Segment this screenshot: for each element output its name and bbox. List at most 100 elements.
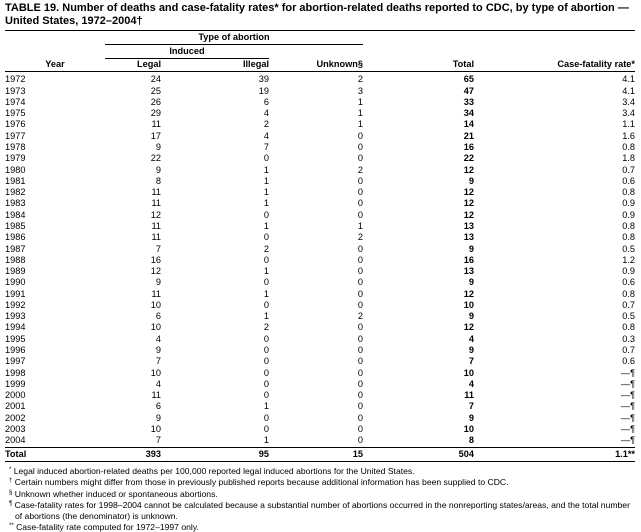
table-row: 1995 4 0 0 4 0.3 [5,334,635,345]
value-cell: 0.8 [622,322,635,333]
table-row: 1980 9 1 2 12 0.7 [5,165,635,176]
value-cell: 12 [463,209,474,220]
value-cell: 10 [150,424,161,434]
value-cell: 1 [263,435,269,446]
value-cell: 0 [357,209,363,220]
year-cell: 1990 [5,277,26,288]
table-title: TABLE 19. Number of deaths and case-fata… [5,2,629,27]
table-row: 1996 9 0 0 9 0.7 [5,345,635,356]
value-cell: 13 [463,232,474,243]
value-cell: 0 [357,198,363,209]
footnote-text: Case-fatality rates for 1998–2004 cannot… [14,500,630,521]
value-cell: 0 [357,243,363,254]
total-cell: Total [5,446,105,462]
value-cell: 0.9 [622,266,635,277]
year-cell: 1998 [5,367,26,378]
value-cell: 22 [463,153,474,164]
total-cell: 393 [105,446,161,462]
data-table: Type of abortion Induced Year Legal Illega… [5,30,635,462]
value-cell: 12 [463,198,474,209]
column-header: Legal [105,58,161,73]
value-cell: 0 [263,378,269,389]
value-cell: 11 [151,119,161,130]
value-cell: 1 [263,288,269,299]
value-cell: 0 [263,367,269,378]
table-row: 1988 16 0 0 16 1.2 [5,255,635,266]
footnote: ¶ Case-fatality rates for 1998–2004 cann… [5,499,635,521]
value-cell: 29 [150,108,161,119]
column-header: Illegal [161,58,269,73]
value-cell: 6 [263,96,269,107]
value-cell: 8 [155,175,161,186]
value-cell: 22 [150,153,161,164]
table-row: 1998 10 0 0 10 —¶ [5,368,635,379]
value-cell: 0.8 [622,232,635,243]
table-row: 1979 22 0 0 22 1.8 [5,153,635,164]
value-cell: 0 [357,367,363,378]
table-row: 1993 6 1 2 9 0.5 [5,311,635,322]
value-cell: —¶ [620,412,635,423]
value-cell: 16 [150,254,161,265]
value-cell: 0.6 [622,356,635,367]
value-cell: 4 [155,333,161,344]
value-cell: 34 [463,108,474,119]
footnote-mark: § [9,489,13,496]
year-cell: 1999 [5,378,26,389]
table-row: 1983 11 1 0 12 0.9 [5,198,635,209]
value-cell: 1.1 [622,119,635,130]
value-cell: 9 [155,412,161,423]
value-cell: 7 [155,243,161,254]
value-cell: 2 [357,74,363,85]
value-cell: 11 [151,220,161,231]
value-cell: 4 [468,333,474,344]
value-cell: 4 [263,130,269,141]
table-row: 2002 9 0 0 9 —¶ [5,413,635,424]
value-cell: 1 [263,266,269,277]
value-cell: 10 [463,299,474,310]
value-cell: 11 [151,198,161,209]
value-cell: —¶ [620,401,635,412]
value-cell: 10 [463,424,474,434]
table-row: 1975 29 4 1 34 3.4 [5,108,635,119]
value-cell: 1 [357,220,363,231]
value-cell: 0 [357,130,363,141]
value-cell: 4 [468,378,474,389]
value-cell: 16 [463,254,474,265]
value-cell: 6 [155,401,161,412]
footnote-text: Certain numbers might differ from those … [14,477,509,488]
value-cell: 1.2 [622,254,635,265]
value-cell: 0 [357,390,363,401]
year-cell: 1996 [5,345,26,356]
table-row: 1976 11 2 1 14 1.1 [5,119,635,130]
year-cell: 1975 [5,108,26,119]
value-cell: 0 [263,333,269,344]
table-row: 1991 11 1 0 12 0.8 [5,289,635,300]
table-row: 1981 8 1 0 9 0.6 [5,176,635,187]
table-row: 1984 12 0 0 12 0.9 [5,210,635,221]
value-cell: 1 [263,311,269,322]
value-cell: 2 [357,232,363,243]
value-cell: 9 [155,141,161,152]
value-cell: 0 [263,345,269,356]
table-row: 1989 12 1 0 13 0.9 [5,266,635,277]
footnote: ** Case-fatality rate computed for 1972–… [5,521,635,532]
year-cell: 2002 [5,412,26,423]
value-cell: 8 [468,435,474,446]
year-cell: 1989 [5,266,26,277]
value-cell: 2 [357,311,363,322]
value-cell: 0 [263,390,269,401]
column-header: Case-fatality rate* [474,58,635,73]
value-cell: 0 [357,435,363,446]
year-cell: 1974 [5,96,26,107]
year-cell: 1972 [5,74,26,85]
value-cell: 0 [357,266,363,277]
value-cell: 0.8 [622,288,635,299]
value-cell: —¶ [620,390,635,401]
value-cell: 0 [357,187,363,198]
footnote-text: Case-fatality rate computed for 1972–199… [16,522,199,532]
value-cell: 2 [263,322,269,333]
value-cell: 1 [263,187,269,198]
year-cell: 1986 [5,232,26,243]
value-cell: 9 [468,277,474,288]
year-cell: 1976 [5,119,26,130]
